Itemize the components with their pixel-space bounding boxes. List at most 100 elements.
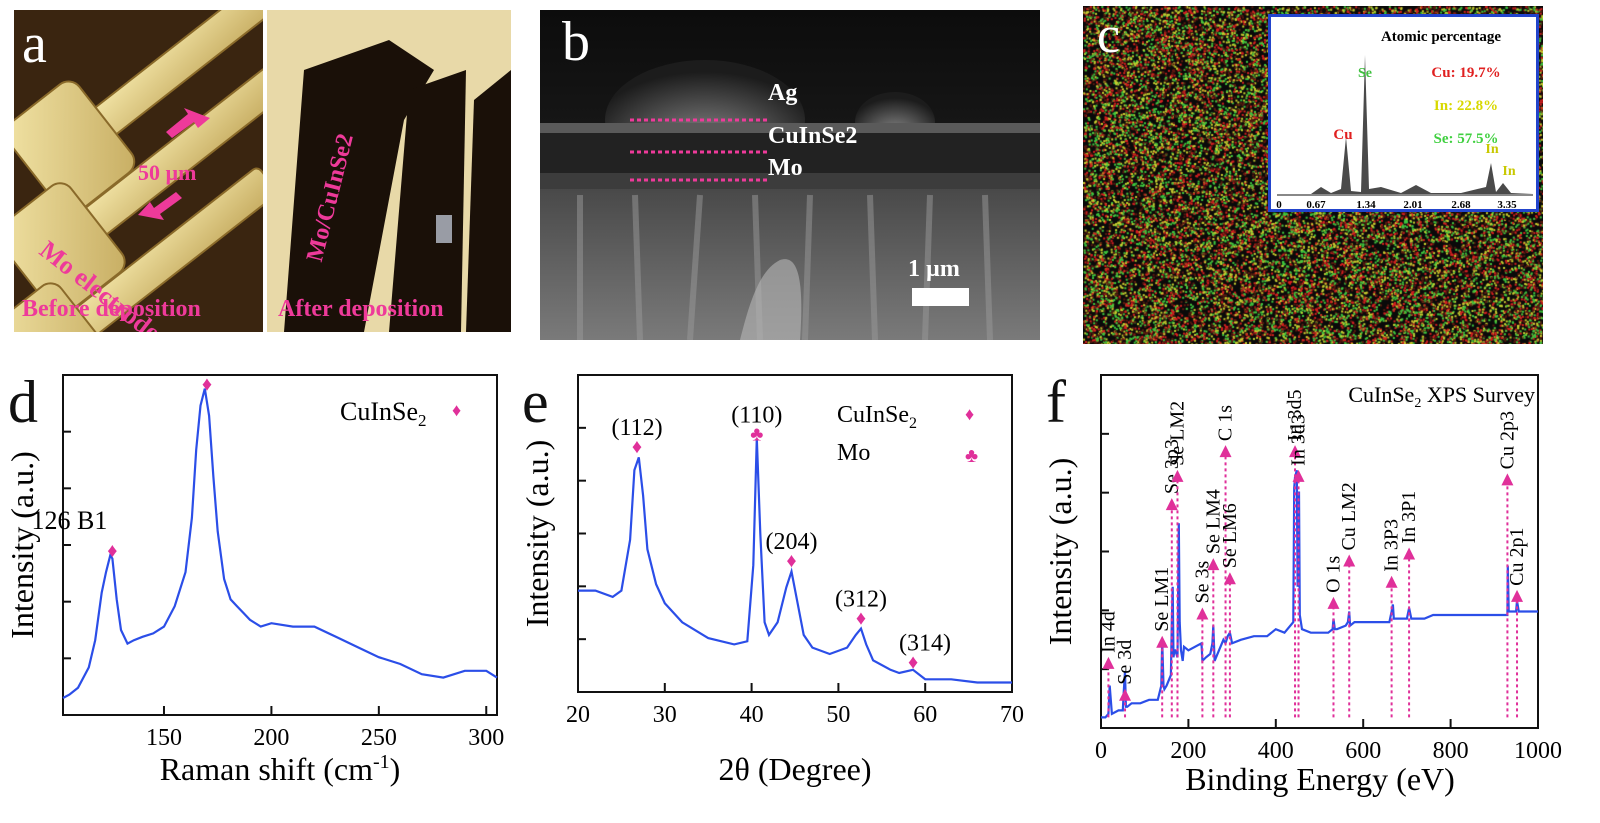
annotation-arrow-f-13 bbox=[1385, 575, 1398, 588]
annotation-arrow-f-2 bbox=[1156, 635, 1169, 648]
annotation-label-f-1: Se 3d bbox=[1114, 640, 1136, 685]
y-axis-label-e: Intensity (a.u.) bbox=[519, 440, 555, 628]
peak-label-e-1: (110) bbox=[731, 402, 782, 428]
peak-marker-e-1: ♣ bbox=[750, 423, 763, 445]
annotation-arrow-f-11 bbox=[1327, 596, 1340, 609]
x-tick-label-e-1: 30 bbox=[653, 702, 677, 728]
annotation-label-f-2: Se LM1 bbox=[1151, 567, 1173, 632]
peak-marker-d-0: ♦ bbox=[107, 540, 117, 562]
peak-label-e-2: (204) bbox=[766, 529, 818, 555]
x-tick-label-f-0: 0 bbox=[1095, 738, 1107, 764]
legend-e-label-0: CuInSe2 bbox=[837, 402, 917, 432]
eds-inset: Atomic percentage Cu: 19.7% In: 22.8% Se… bbox=[1268, 14, 1539, 212]
panel-a-micrograph: a 50 µm Mo electrode Mo/CuInSe2 Before d… bbox=[14, 10, 511, 332]
legend-e-marker-1: ♣ bbox=[965, 445, 978, 467]
x-tick-label-f-4: 800 bbox=[1433, 738, 1469, 764]
legend-d-label: CuInSe2 bbox=[340, 397, 427, 430]
panel-a-letter: a bbox=[22, 13, 47, 75]
panel-f-letter: f bbox=[1046, 369, 1066, 435]
annotation-arrow-f-6 bbox=[1207, 558, 1220, 571]
panel-c-letter: c bbox=[1097, 7, 1121, 64]
x-tick-label-d-1: 200 bbox=[253, 725, 289, 751]
x-tick-label-e-4: 60 bbox=[913, 702, 937, 728]
peak-label-d-0: 126 B1 bbox=[32, 506, 108, 535]
legend-e-subscript: 2 bbox=[909, 415, 917, 432]
x-axis-label-e: 2θ (Degree) bbox=[718, 751, 871, 787]
annotation-label-f-11: O 1s bbox=[1322, 555, 1344, 592]
annotation-label-f-4: Se LM2 bbox=[1166, 401, 1188, 466]
layer-label-cuinse2: CuInSe2 bbox=[768, 123, 858, 149]
annotation-arrow-f-10 bbox=[1292, 469, 1305, 482]
legend-e-label-1: Mo bbox=[837, 440, 870, 466]
chart-d-raman: 150 200 250 300 Intensity (a.u.) ♦ 126 B1 ♦ 170 … bbox=[4, 360, 504, 787]
inset-x-tick-4: 2.68 bbox=[1451, 199, 1471, 209]
annotation-arrow-f-12 bbox=[1343, 554, 1356, 567]
after-deposition-label: After deposition bbox=[278, 296, 444, 322]
chart-f-title: CuInSe2 XPS Survey bbox=[1348, 382, 1535, 411]
peak-label-e-4: (314) bbox=[899, 631, 951, 657]
x-tick-label-e-5: 70 bbox=[1000, 702, 1024, 728]
peak-label-se: Se bbox=[1358, 66, 1372, 81]
panel-c-eds-map: c Atomic percentage Cu: 19.7% In: 22.8% … bbox=[1083, 6, 1543, 344]
annotation-label-f-16: Cu 2p1 bbox=[1506, 528, 1528, 586]
eds-spectrum: Atomic percentage Cu: 19.7% In: 22.8% Se… bbox=[1276, 29, 1533, 211]
annotation-label-f-7: C 1s bbox=[1215, 405, 1237, 441]
peak-label-e-0: (112) bbox=[611, 415, 662, 441]
annotation-arrow-f-15 bbox=[1501, 473, 1514, 486]
peak-marker-d-1: ♦ bbox=[202, 374, 212, 396]
annotation-arrow-f-16 bbox=[1511, 589, 1524, 602]
peak-label-d-1: 170 A1 bbox=[167, 360, 243, 362]
annotation-label-f-13: In 3P3 bbox=[1381, 519, 1403, 572]
composition-in: In: 22.8% bbox=[1434, 98, 1498, 114]
annotation-label-f-12: Cu LM2 bbox=[1338, 482, 1360, 550]
annotation-label-f-0: In 4d bbox=[1097, 611, 1119, 653]
peak-marker-e-0: ♦ bbox=[632, 436, 642, 458]
annotation-label-f-15: Cu 2p3 bbox=[1496, 411, 1518, 469]
x-tick-label-f-3: 600 bbox=[1345, 738, 1381, 764]
x-tick-label-e-0: 20 bbox=[566, 702, 590, 728]
x-tick-label-d-0: 150 bbox=[146, 725, 182, 751]
legend-d-subscript: 2 bbox=[418, 411, 427, 430]
annotation-arrow-f-5 bbox=[1196, 607, 1209, 620]
annotation-arrow-f-8 bbox=[1223, 572, 1236, 585]
plot-frame-d bbox=[62, 374, 498, 716]
inset-x-tick-0: 0 bbox=[1276, 199, 1282, 209]
x-tick-label-f-1: 200 bbox=[1170, 738, 1206, 764]
annotation-label-f-6: Se LM4 bbox=[1202, 489, 1224, 554]
inset-x-tick-1: 0.67 bbox=[1306, 199, 1326, 209]
panel-b-sem: b Ag CuInSe2 Mo 1 µm bbox=[540, 10, 1040, 340]
annotation-arrow-f-7 bbox=[1219, 445, 1232, 458]
peak-label-cu: Cu bbox=[1333, 127, 1352, 143]
peak-marker-e-4: ♦ bbox=[908, 652, 918, 674]
inset-x-tick-2: 1.34 bbox=[1356, 199, 1376, 209]
series-line-d bbox=[62, 388, 498, 699]
annotation-label-f-10: In 3d3 bbox=[1288, 414, 1310, 466]
inset-x-tick-5: 3.35 bbox=[1497, 199, 1517, 209]
legend-d-marker: ♦ bbox=[452, 400, 461, 420]
annotation-label-f-9: In 3d5 bbox=[1284, 389, 1306, 441]
peak-marker-e-2: ♦ bbox=[786, 550, 796, 572]
panel-b-image bbox=[540, 10, 1040, 340]
annotation-label-f-5: Se 3s bbox=[1191, 561, 1213, 604]
annotation-arrow-f-3 bbox=[1165, 498, 1178, 511]
composition-cu: Cu: 19.7% bbox=[1431, 65, 1500, 81]
x-axis-label-f: Binding Energy (eV) bbox=[1185, 761, 1455, 797]
annotation-label-f-14: In 3P1 bbox=[1398, 491, 1420, 544]
x-axis-label-d-superscript: -1 bbox=[373, 751, 390, 773]
scale-bar-label: 1 µm bbox=[908, 256, 960, 282]
x-tick-label-d-3: 300 bbox=[468, 725, 504, 751]
panel-b-letter: b bbox=[562, 11, 590, 73]
annotation-arrow-f-1 bbox=[1119, 688, 1132, 701]
series-line-e bbox=[578, 438, 1012, 684]
layer-label-ag: Ag bbox=[768, 80, 798, 106]
peak-label-in-2: In bbox=[1502, 164, 1515, 179]
panel-a-image bbox=[14, 10, 511, 332]
width-label: 50 µm bbox=[138, 160, 197, 185]
panel-d-letter: d bbox=[8, 369, 38, 435]
x-tick-label-f-2: 400 bbox=[1258, 738, 1294, 764]
annotation-arrow-f-4 bbox=[1171, 469, 1184, 482]
peak-label-e-3: (312) bbox=[835, 586, 887, 612]
peak-label-in-1: In bbox=[1485, 142, 1498, 157]
